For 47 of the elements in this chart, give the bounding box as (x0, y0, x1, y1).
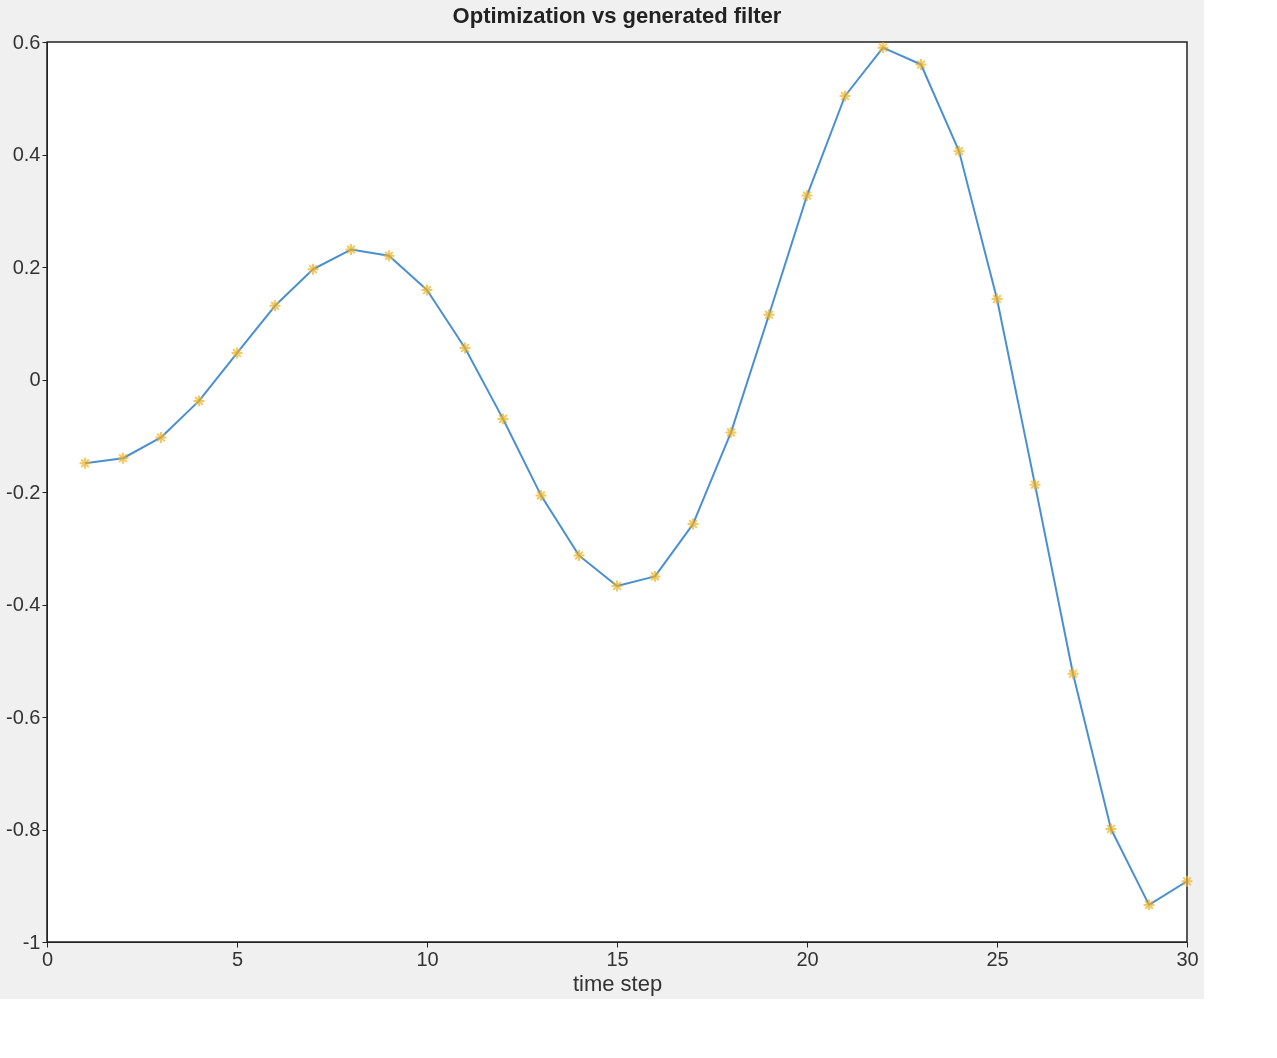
point (838, 89, 852, 103)
point (1180, 874, 1194, 888)
point (1104, 822, 1118, 836)
point (154, 430, 168, 444)
point (344, 243, 358, 257)
point (1028, 478, 1042, 492)
point (458, 341, 472, 355)
y-tick-label: 0.2 (12, 255, 41, 278)
point (306, 262, 320, 276)
x-tick-label: 30 (1176, 947, 1199, 970)
point (572, 549, 586, 563)
point (914, 58, 928, 71)
x-tick-label: 15 (606, 947, 629, 970)
point (496, 412, 510, 426)
y-tick-label: -0.4 (6, 593, 41, 615)
point (420, 283, 434, 297)
point (230, 346, 244, 360)
x-axis-title: time step (572, 970, 663, 996)
x-tick-label: 5 (231, 947, 244, 970)
point (952, 144, 966, 158)
point (192, 394, 206, 408)
point (534, 488, 548, 502)
point (1142, 898, 1156, 912)
point (268, 299, 282, 313)
y-tick-label: 0.4 (12, 143, 41, 165)
point (990, 292, 1004, 306)
point (762, 308, 776, 322)
y-tick-label: -0.2 (6, 480, 41, 503)
point (724, 425, 738, 439)
point (382, 249, 396, 263)
y-tick-label: -0.8 (6, 818, 41, 840)
chart-title: Optimization vs generated filter (452, 3, 782, 28)
x-tick-label: 25 (986, 947, 1009, 970)
x-tick-label: 20 (796, 947, 819, 970)
point (116, 451, 130, 465)
y-tick-label: -0.6 (6, 705, 41, 728)
point (1066, 667, 1080, 681)
point (800, 189, 814, 203)
point (648, 569, 662, 583)
y-tick-label: 0.6 (12, 30, 41, 53)
point (610, 579, 624, 593)
point (876, 41, 890, 55)
y-tick-label: 0 (29, 368, 41, 390)
y-tick-label: -1 (22, 930, 41, 953)
point (686, 517, 700, 531)
point (78, 456, 92, 470)
x-tick-label: 10 (416, 947, 439, 970)
